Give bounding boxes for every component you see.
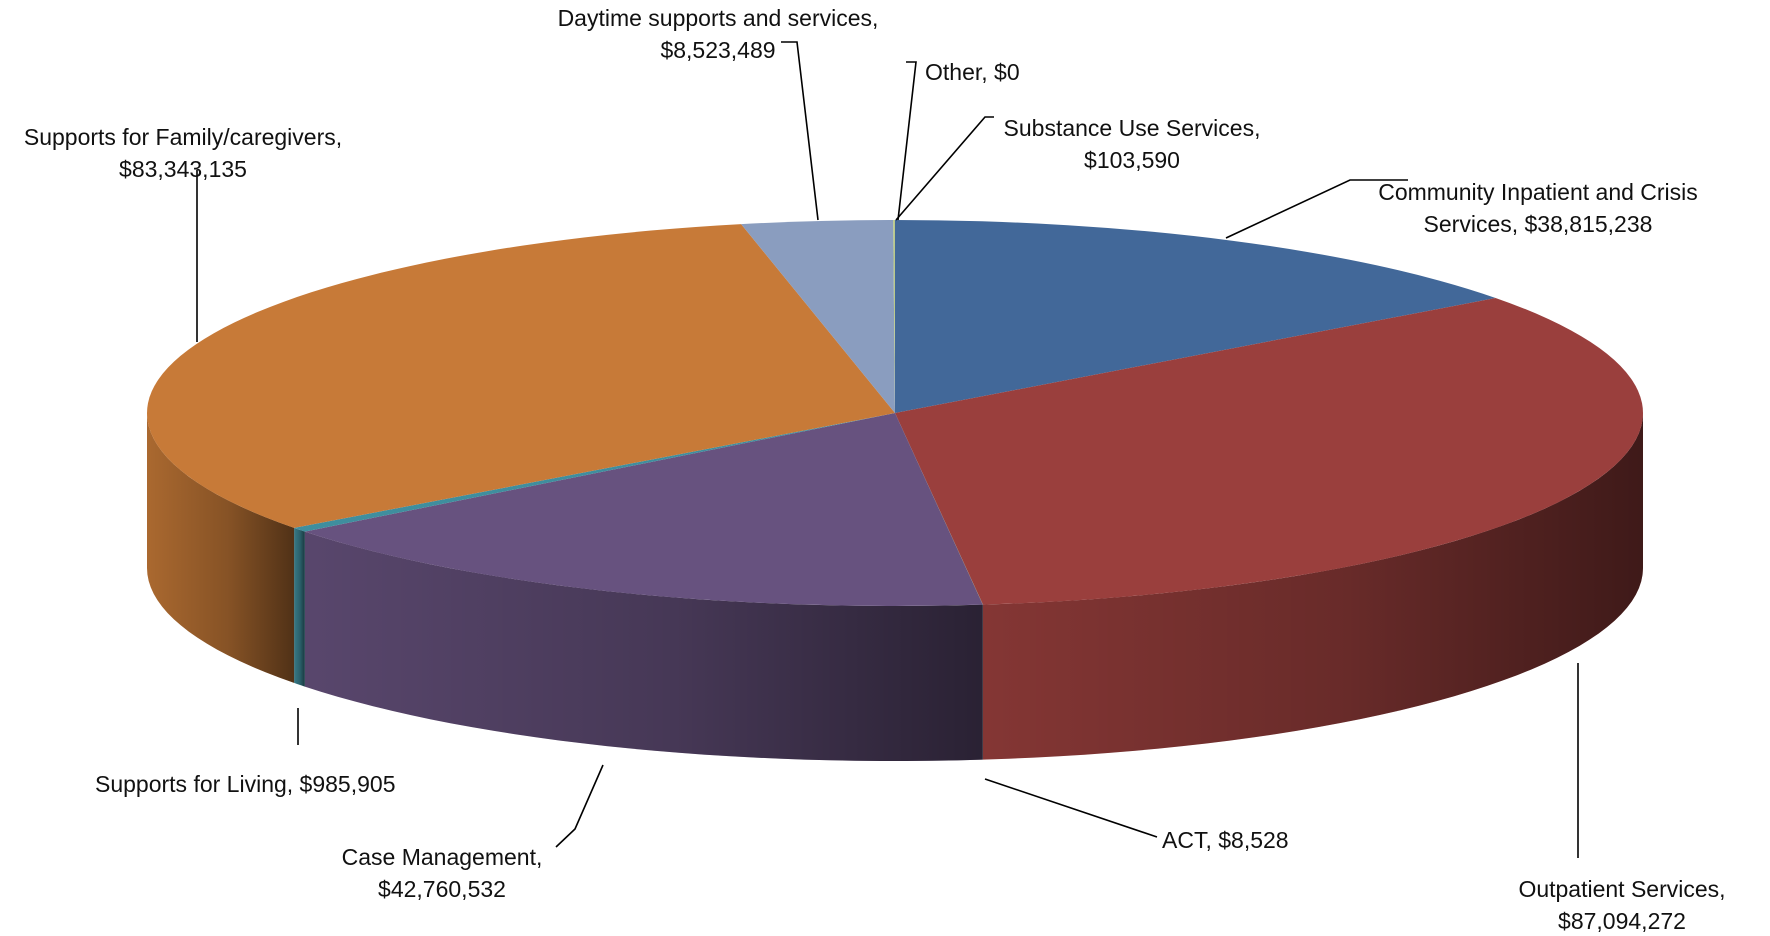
pie-side-walls (147, 413, 1643, 761)
data-labels: Community Inpatient and Crisis Services, … (24, 5, 1726, 934)
data-label-substance-use-services: Substance Use Services, $103,590 (1004, 115, 1261, 173)
data-label-line1: Daytime supports and services, (558, 5, 879, 31)
pie-slice-act (895, 413, 983, 605)
data-label-line1: Outpatient Services, (1518, 876, 1725, 902)
pie-slice-daytime-supports-and-services (741, 220, 895, 413)
leader-line (897, 61, 917, 221)
data-label-community-inpatient-and-crisis-services: Community Inpatient and Crisis Services, … (1378, 179, 1698, 237)
data-label-outpatient-services: Outpatient Services, $87,094,272 (1518, 876, 1725, 934)
data-label-line1: Substance Use Services, (1004, 115, 1261, 141)
data-label-supports-for-living: Supports for Living, $985,905 (95, 771, 395, 797)
pie-slice-case-management (304, 413, 983, 607)
leader-line (781, 41, 819, 221)
pie-slice-community-inpatient-and-crisis-services (895, 220, 1496, 413)
data-label-act: ACT, $8,528 (1162, 827, 1289, 853)
pie-top-faces (147, 219, 1643, 607)
data-label-line1: Supports for Living, $985,905 (95, 771, 395, 797)
data-label-line2: $83,343,135 (119, 156, 247, 182)
data-label-line2: $42,760,532 (378, 876, 506, 902)
data-label-line2: $103,590 (1084, 147, 1180, 173)
data-label-daytime-supports-and-services: Daytime supports and services, $8,523,489 (558, 5, 879, 63)
pie-side-shade (982, 413, 1643, 760)
pie-slice-outpatient-services (895, 297, 1643, 605)
pie-side-shade (147, 413, 295, 683)
data-label-line1: Other, $0 (925, 59, 1020, 85)
data-label-line1: Supports for Family/caregivers, (24, 124, 342, 150)
leader-lines (196, 41, 1579, 858)
leader-line (984, 778, 1158, 838)
leader-line (1225, 179, 1408, 239)
data-label-other: Other, $0 (925, 59, 1020, 85)
data-label-line2: $87,094,272 (1558, 908, 1686, 934)
pie-slice-supports-for-living (294, 413, 896, 532)
pie-slice-supports-for-family-caregivers (147, 224, 895, 528)
leader-line (895, 116, 994, 221)
data-label-line2: $8,523,489 (660, 37, 775, 63)
pie-side-shade (304, 531, 983, 761)
data-label-case-management: Case Management, $42,760,532 (342, 844, 543, 902)
pie-slice-substance-use-services (893, 219, 895, 413)
pie-side-shade (294, 527, 305, 687)
data-label-line1: Community Inpatient and Crisis (1378, 179, 1698, 205)
data-label-line1: Case Management, (342, 844, 543, 870)
data-label-line2: Services, $38,815,238 (1424, 211, 1653, 237)
data-label-line1: ACT, $8,528 (1162, 827, 1289, 853)
data-label-supports-for-family-caregivers: Supports for Family/caregivers, $83,343,1… (24, 124, 342, 182)
leader-line (555, 764, 604, 848)
